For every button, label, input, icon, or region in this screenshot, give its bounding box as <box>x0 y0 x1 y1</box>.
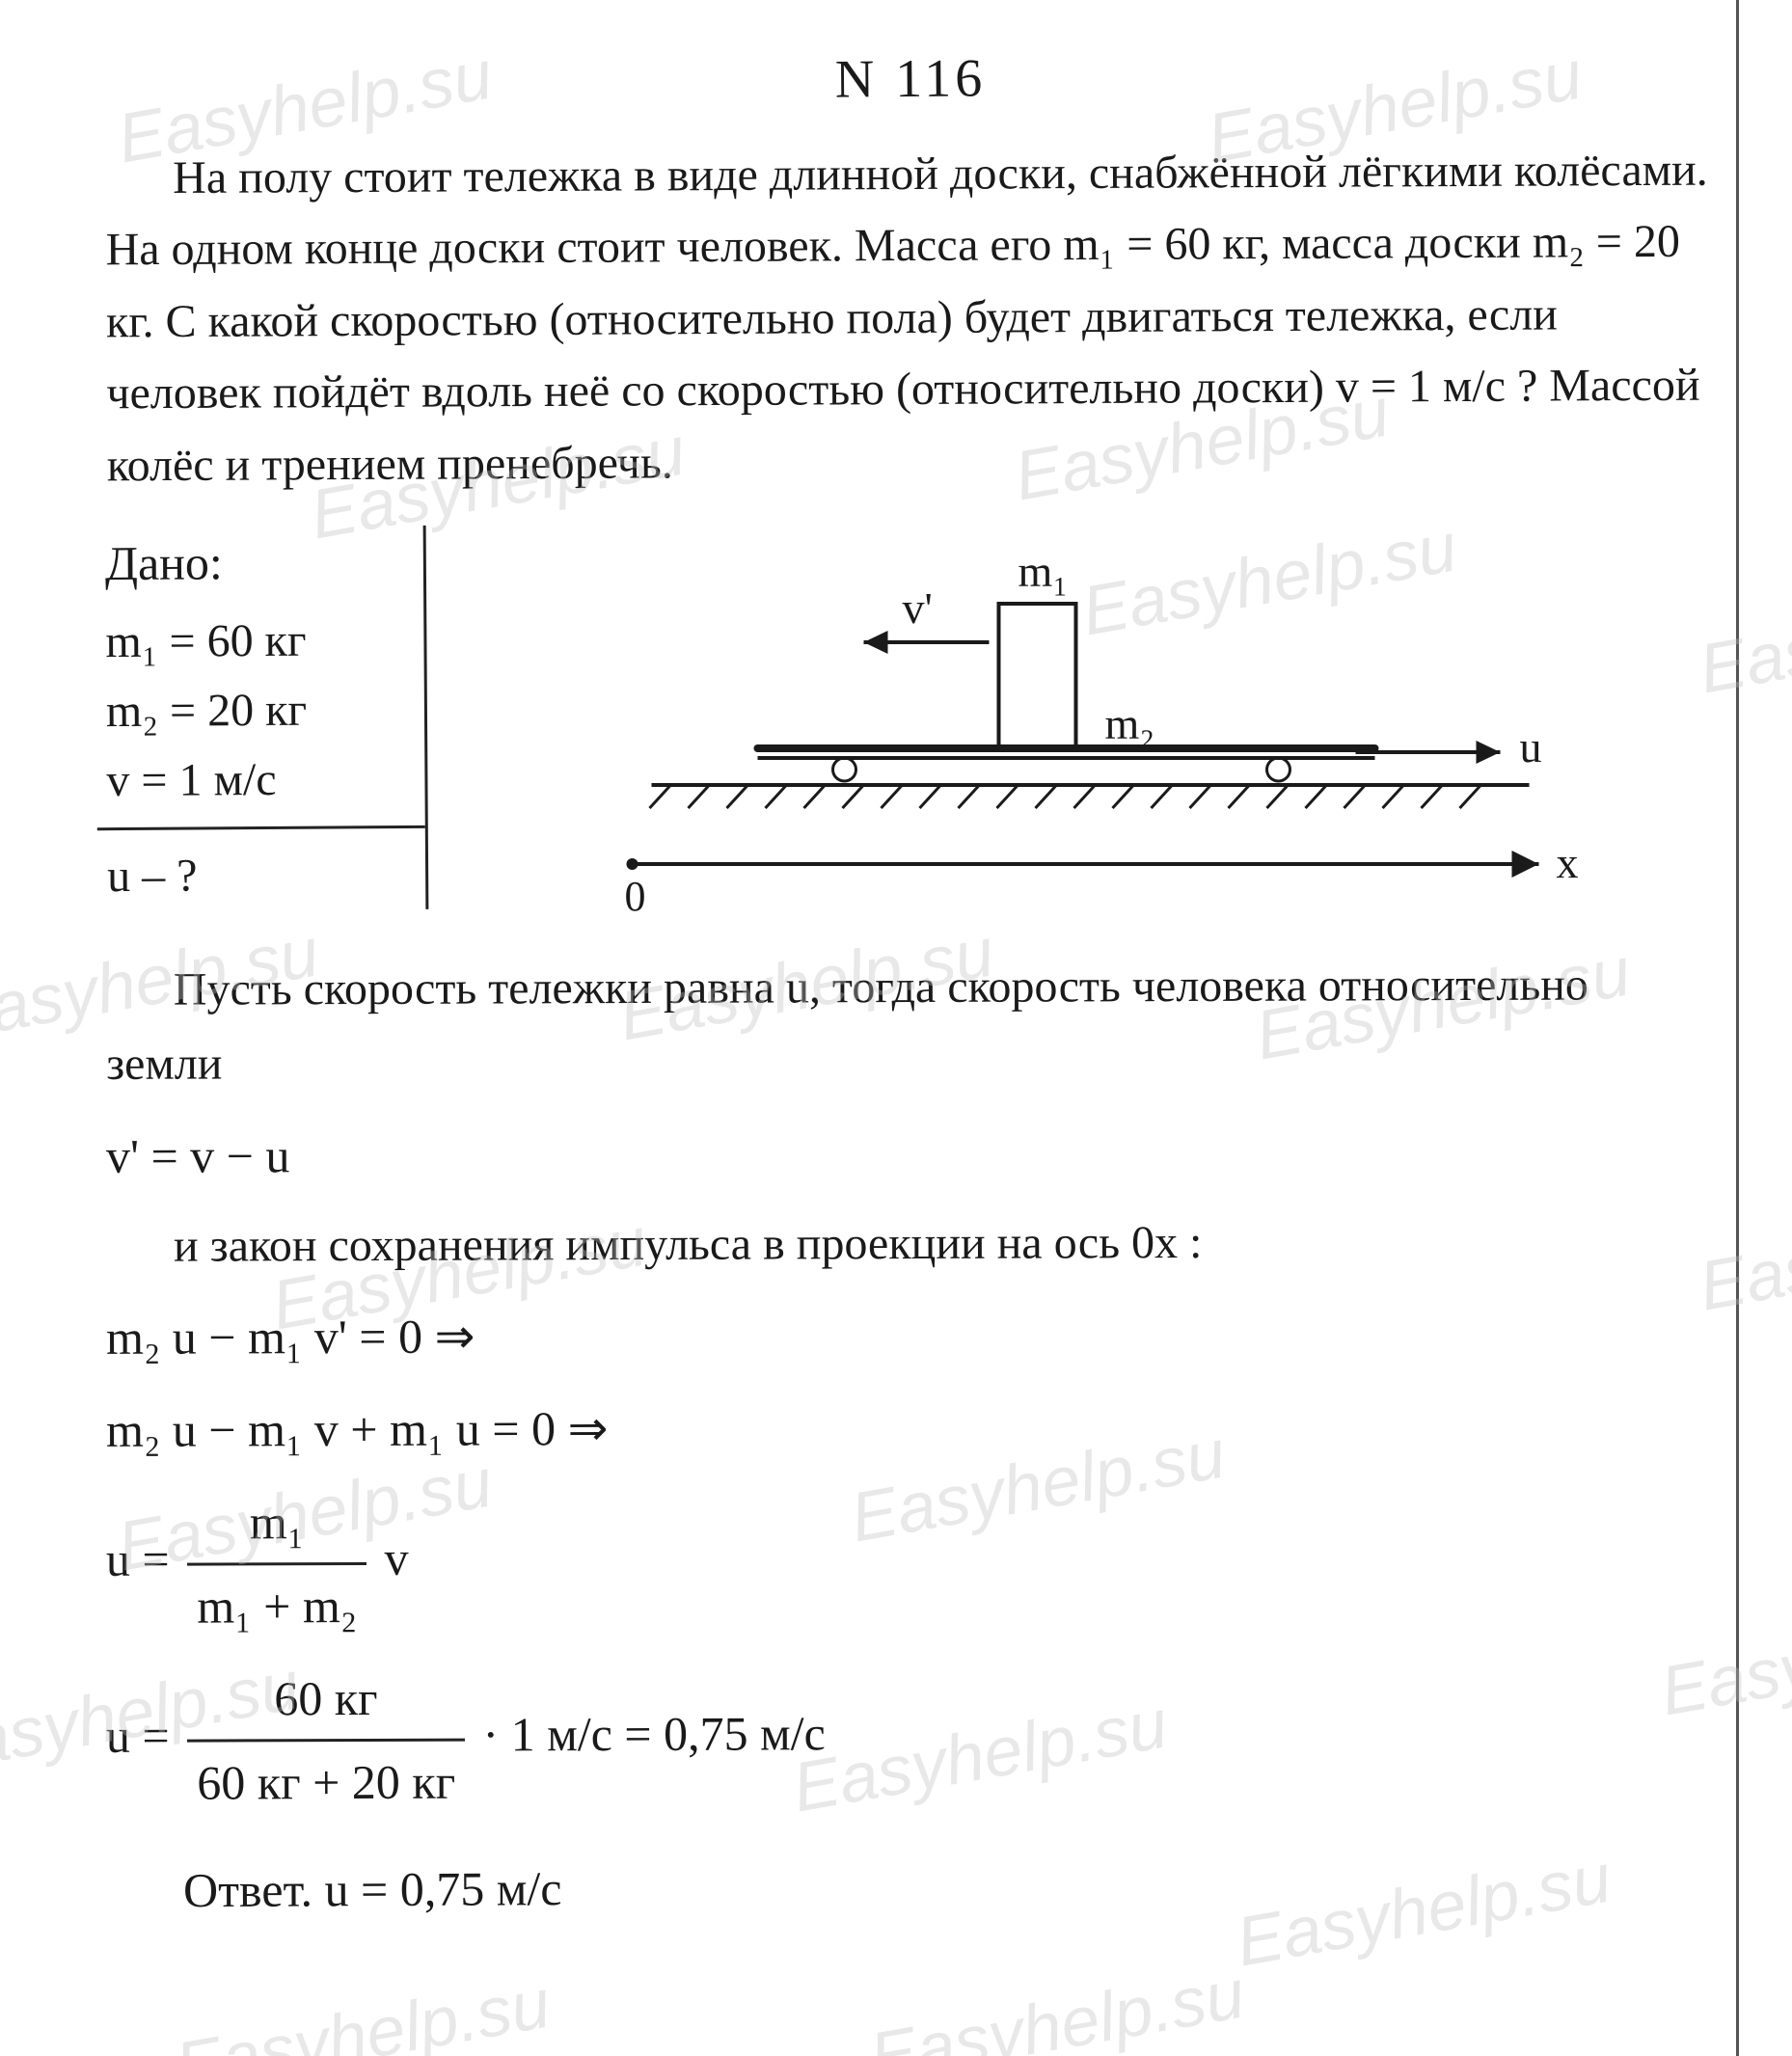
svg-text:x: x <box>1557 838 1579 887</box>
watermark: Easyhelp.su <box>864 1955 1251 2056</box>
svg-text:m₂: m₂ <box>1105 699 1155 748</box>
problem-number: N 116 <box>106 41 1715 118</box>
eq4-tail: v <box>384 1531 408 1585</box>
equation-1: v' = v − u <box>106 1112 1715 1195</box>
svg-text:0: 0 <box>625 873 646 920</box>
eq5-den: 60 кг + 20 кг <box>187 1742 465 1822</box>
eq5-fraction: 60 кг 60 кг + 20 кг <box>187 1660 465 1822</box>
given-line: v = 1 м/с <box>106 744 386 816</box>
svg-text:v': v' <box>903 583 933 633</box>
equation-2: m₂ u − m₁ v' = 0 ⇒ <box>106 1293 1715 1376</box>
solution-block: Пусть скорость тележки равна u, тогда ск… <box>106 951 1715 1925</box>
eq5-num: 60 кг <box>187 1660 465 1743</box>
eq4-num: m₁ <box>187 1483 367 1566</box>
given-divider <box>97 825 425 830</box>
answer-line: Ответ. u = 0,75 м/с <box>183 1844 1715 1929</box>
eq4-den: m₁ + m₂ <box>187 1565 367 1645</box>
equation-5: u = 60 кг 60 кг + 20 кг · 1 м/с = 0,75 м… <box>106 1655 1716 1822</box>
solution-mid: и закон сохранения импульса в проекции н… <box>106 1204 1715 1285</box>
right-margin-rule <box>1736 0 1739 2056</box>
eq4-lead: u = <box>106 1532 170 1586</box>
svg-text:u: u <box>1520 722 1542 771</box>
given-box: Дано: m₁ = 60 кг m₂ = 20 кг v = 1 м/с u … <box>105 526 429 911</box>
problem-statement: На полу стоит тележка в виде длинной дос… <box>105 135 1716 502</box>
find-line: u – ? <box>107 840 387 911</box>
given-label: Дано: <box>105 526 386 600</box>
given-line: m₁ = 60 кг <box>105 606 385 677</box>
given-and-diagram: Дано: m₁ = 60 кг m₂ = 20 кг v = 1 м/с u … <box>106 527 1715 932</box>
eq4-fraction: m₁ m₁ + m₂ <box>187 1483 367 1645</box>
diagram: m₁ m₂ v' u 0 x <box>427 527 1715 932</box>
equation-3: m₂ u − m₁ v + m₁ u = 0 ⇒ <box>106 1386 1715 1469</box>
physics-diagram-svg: m₁ m₂ v' u 0 x <box>427 527 1715 932</box>
worksheet-page: N 116 На полу стоит тележка в виде длинн… <box>0 0 1792 2056</box>
watermark: Easyhelp.su <box>170 1964 557 2056</box>
svg-text:m₁: m₁ <box>1018 547 1069 596</box>
equation-4: u = m₁ m₁ + m₂ v <box>106 1478 1716 1645</box>
solution-intro: Пусть скорость тележки равна u, тогда ск… <box>106 948 1716 1101</box>
eq5-tail: · 1 м/с = 0,75 м/с <box>482 1707 826 1762</box>
eq5-lead: u = <box>106 1709 170 1763</box>
given-line: m₂ = 20 кг <box>106 675 386 746</box>
